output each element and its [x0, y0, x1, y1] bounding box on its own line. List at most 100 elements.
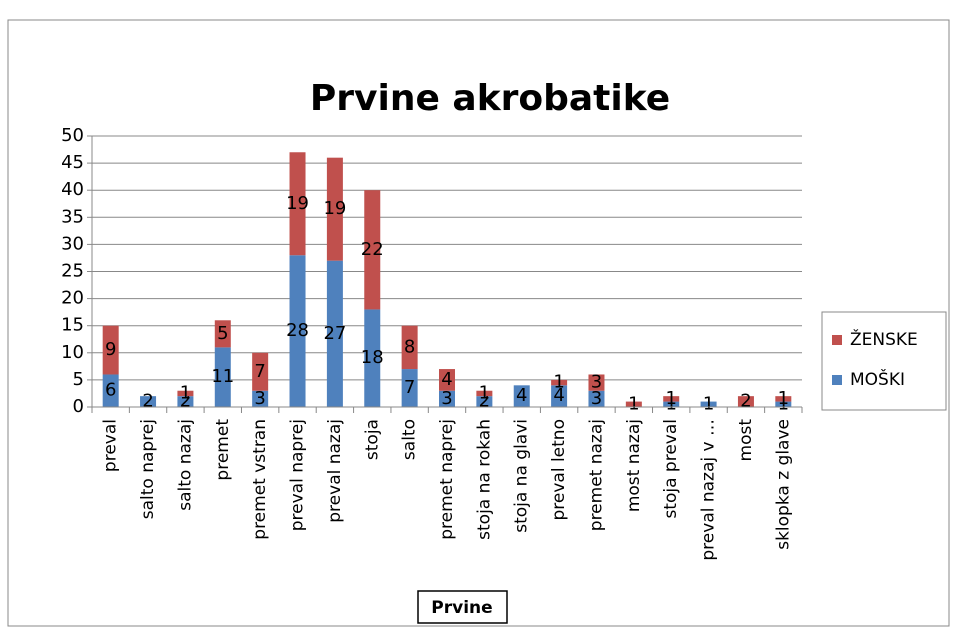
x-tick-label: most [736, 419, 756, 462]
data-label: 1 [778, 388, 789, 409]
x-tick-label: salto naprej [138, 419, 158, 519]
bar-segment [177, 396, 194, 407]
y-tick-label: 0 [73, 396, 84, 417]
bar-segment [439, 390, 455, 407]
chart-title: Prvine akrobatike [310, 78, 670, 119]
data-label: 27 [323, 323, 346, 344]
data-label: 3 [441, 388, 452, 409]
y-tick-label: 40 [61, 179, 84, 200]
bar-segment [476, 396, 493, 407]
data-label: 9 [105, 339, 116, 360]
y-tick-label: 30 [61, 233, 84, 254]
data-label: 3 [254, 388, 265, 409]
bar-segment [326, 157, 343, 261]
bar-segment [551, 385, 568, 407]
bar-segment [364, 190, 381, 310]
data-label: 2 [180, 391, 191, 412]
y-tick-label: 5 [73, 369, 84, 390]
x-tick-label: preval naprej [288, 419, 308, 531]
bar-segment [551, 379, 568, 386]
x-tick-label: salto nazaj [175, 419, 195, 511]
y-tick-label: 10 [61, 342, 84, 363]
data-label: 19 [286, 193, 309, 214]
bar-segment [476, 390, 493, 397]
legend-swatch [832, 375, 842, 385]
bar-segment [102, 374, 119, 407]
bar-segment [177, 390, 194, 397]
bar-segment [252, 390, 269, 407]
bar-segment [439, 369, 455, 391]
x-tick-label: salto [400, 419, 420, 460]
bar-segment [289, 152, 306, 256]
data-label: 8 [404, 336, 415, 357]
bar-segment [700, 401, 717, 407]
y-tick-label: 20 [61, 288, 84, 309]
bar-segment [663, 401, 680, 407]
data-label: 3 [591, 388, 602, 409]
bar-segment [214, 320, 231, 348]
legend-swatch [832, 335, 842, 345]
bar-segment [625, 401, 642, 407]
x-axis-title: Prvine [431, 598, 492, 618]
x-tick-label: most nazaj [624, 419, 644, 512]
bar-segment [737, 396, 754, 407]
data-label: 1 [665, 393, 676, 414]
bar-segment [588, 374, 605, 391]
data-label: 2 [740, 391, 751, 412]
data-label: 7 [254, 361, 265, 382]
y-tick-label: 35 [61, 206, 84, 227]
x-tick-label: sklopka z glave [773, 419, 793, 550]
x-tick-label: stoja na glavi [512, 419, 532, 533]
data-label: 4 [553, 385, 564, 406]
x-tick-label: preval letno [549, 419, 569, 521]
chart-border [7, 19, 950, 627]
data-label: 1 [180, 382, 191, 403]
legend-label: ŽENSKE [850, 328, 918, 350]
bar-segment [588, 390, 605, 407]
data-label: 2 [479, 391, 490, 412]
data-label: 5 [217, 323, 228, 344]
bar-segment [214, 347, 231, 407]
data-label: 28 [286, 320, 309, 341]
bar-segment [663, 396, 680, 402]
bar-segment [513, 385, 530, 407]
data-label: 22 [361, 239, 384, 260]
x-tick-label: stoja na rokah [474, 419, 494, 540]
bar-segment [140, 396, 157, 407]
data-label: 18 [361, 347, 384, 368]
x-tick-label: premet vstran [250, 419, 270, 540]
data-label: 1 [628, 393, 639, 414]
y-tick-label: 45 [61, 152, 84, 173]
x-tick-label: preval nazaj v … [699, 419, 719, 561]
x-tick-label: premet nazaj [586, 419, 606, 531]
x-tick-label: stoja preval [661, 419, 681, 519]
x-axis-title-box [417, 590, 508, 624]
bar-segment [775, 401, 792, 407]
legend-box [821, 311, 947, 411]
data-label: 3 [591, 372, 602, 393]
data-label: 1 [665, 388, 676, 409]
bar-segment [364, 309, 381, 407]
data-label: 11 [211, 366, 234, 387]
data-label: 7 [404, 377, 415, 398]
bar-segment [252, 352, 269, 391]
data-label: 1 [479, 382, 490, 403]
x-tick-label: premet [213, 419, 233, 481]
bar-segment [102, 325, 119, 375]
data-label: 6 [105, 380, 116, 401]
data-label: 1 [703, 393, 714, 414]
x-tick-label: preval nazaj [325, 419, 345, 523]
data-label: 4 [441, 369, 452, 390]
data-label: 1 [778, 393, 789, 414]
data-label: 19 [323, 198, 346, 219]
x-tick-label: stoja [362, 419, 382, 460]
data-label: 2 [142, 391, 153, 412]
bar-segment [401, 369, 418, 407]
x-tick-label: premet naprej [437, 419, 457, 540]
data-label: 1 [553, 372, 564, 393]
bar-segment [289, 255, 306, 407]
bar-segment [326, 260, 343, 407]
legend-label: MOŠKI [850, 368, 905, 390]
bar-segment [401, 325, 418, 370]
